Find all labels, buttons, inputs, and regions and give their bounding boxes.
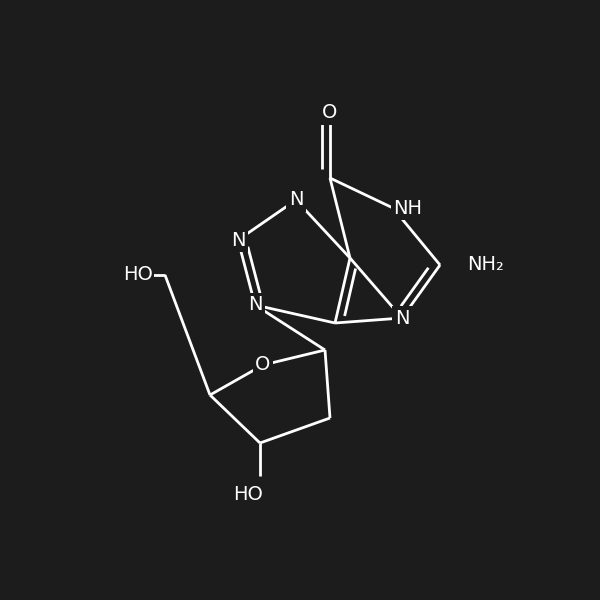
Text: NH: NH [393, 199, 422, 217]
Text: N: N [231, 230, 245, 250]
Text: N: N [289, 190, 303, 209]
Text: HO: HO [233, 485, 263, 504]
Text: O: O [256, 355, 271, 374]
Text: NH₂: NH₂ [467, 256, 504, 275]
Text: O: O [322, 103, 338, 122]
Text: N: N [395, 308, 409, 328]
Text: N: N [248, 295, 262, 314]
Text: HO: HO [123, 265, 153, 284]
